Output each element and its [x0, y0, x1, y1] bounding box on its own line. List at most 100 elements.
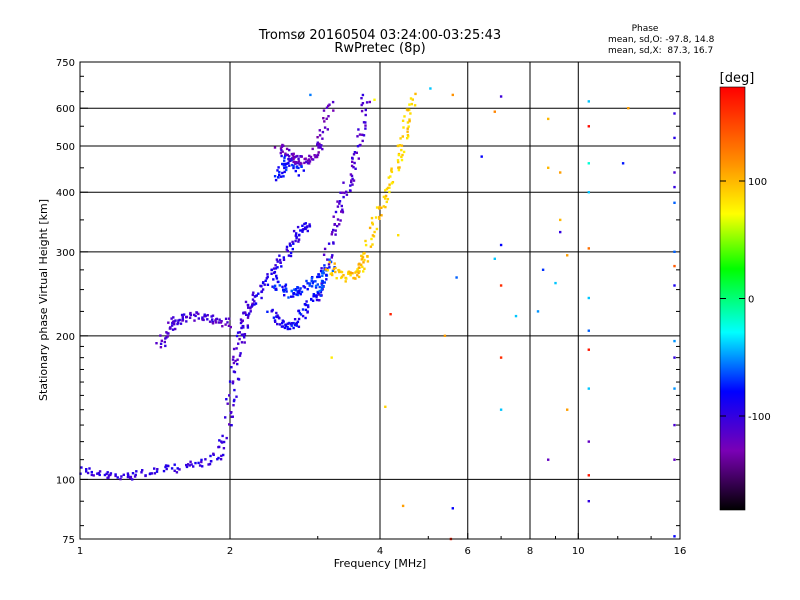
- data-point: [336, 218, 340, 221]
- data-point: [160, 339, 163, 342]
- data-point: [120, 475, 123, 478]
- data-point: [297, 240, 300, 243]
- data-point: [266, 273, 269, 276]
- data-point: [374, 216, 378, 219]
- data-point: [384, 189, 387, 192]
- data-point: [299, 229, 302, 232]
- data-point: [343, 191, 346, 195]
- data-point: [385, 200, 388, 204]
- data-point: [410, 102, 413, 106]
- data-point: [355, 151, 358, 154]
- data-point: [328, 266, 331, 269]
- data-point: [336, 200, 339, 203]
- data-point: [299, 313, 303, 316]
- data-point: [306, 288, 309, 291]
- data-point: [316, 275, 319, 279]
- data-point: [390, 170, 394, 174]
- data-point: [177, 319, 180, 322]
- data-point: [312, 295, 315, 298]
- data-point: [278, 323, 282, 326]
- data-point: [303, 286, 307, 289]
- data-point: [322, 117, 325, 120]
- data-point: [499, 284, 503, 287]
- data-point: [325, 273, 328, 277]
- data-point: [301, 230, 304, 233]
- data-point: [673, 339, 676, 343]
- data-point: [408, 103, 411, 106]
- data-point: [314, 284, 318, 288]
- data-point: [156, 468, 159, 471]
- data-point: [301, 308, 305, 311]
- data-point: [303, 161, 306, 165]
- data-point: [336, 224, 339, 228]
- data-point: [364, 108, 367, 112]
- data-point: [232, 355, 235, 359]
- data-point: [281, 150, 284, 153]
- data-point: [289, 251, 293, 255]
- data-point: [242, 324, 245, 328]
- data-point: [280, 265, 283, 268]
- data-point: [208, 320, 212, 323]
- data-point: [368, 226, 372, 230]
- data-point: [296, 320, 300, 323]
- data-point: [126, 472, 130, 475]
- data-point: [243, 336, 246, 339]
- data-point: [317, 151, 320, 154]
- data-point: [328, 103, 331, 106]
- data-point: [340, 270, 344, 274]
- data-point: [166, 464, 169, 468]
- data-point: [220, 454, 223, 458]
- data-point: [364, 127, 367, 130]
- data-point: [364, 243, 368, 247]
- x-tick-label: 10: [572, 546, 585, 557]
- data-point: [349, 173, 353, 176]
- data-point: [200, 458, 203, 462]
- data-point: [673, 284, 676, 287]
- data-points: [79, 87, 676, 541]
- data-point: [314, 155, 317, 159]
- data-point: [329, 272, 332, 276]
- data-point: [131, 478, 134, 481]
- data-point: [354, 271, 357, 274]
- data-point: [252, 291, 255, 294]
- data-point: [400, 144, 404, 147]
- data-point: [329, 260, 333, 263]
- data-point: [243, 341, 246, 344]
- data-point: [389, 175, 392, 178]
- data-point: [222, 453, 225, 457]
- data-point: [364, 121, 367, 124]
- data-point: [357, 263, 360, 266]
- data-point: [400, 158, 404, 162]
- data-point: [340, 275, 344, 278]
- data-point: [198, 464, 202, 467]
- data-point: [218, 439, 221, 442]
- data-point: [135, 470, 138, 473]
- data-point: [306, 304, 310, 307]
- data-point: [218, 445, 221, 449]
- data-point: [273, 284, 277, 287]
- data-point: [201, 316, 204, 319]
- data-point: [283, 326, 287, 330]
- data-point: [340, 191, 344, 194]
- data-point: [270, 310, 273, 313]
- data-point: [320, 283, 324, 287]
- data-point: [90, 470, 93, 474]
- data-point: [271, 285, 274, 288]
- data-point: [185, 465, 189, 469]
- data-point: [250, 305, 253, 308]
- data-point: [587, 100, 590, 103]
- data-point: [336, 205, 340, 208]
- y-tick-label: 600: [56, 104, 75, 115]
- data-point: [315, 294, 318, 297]
- data-point: [388, 186, 391, 189]
- data-point: [133, 475, 137, 478]
- data-point: [370, 237, 373, 241]
- data-point: [174, 327, 177, 331]
- data-point: [321, 130, 325, 134]
- data-point: [384, 405, 387, 408]
- data-point: [236, 362, 239, 366]
- data-point: [219, 321, 223, 324]
- data-point: [627, 107, 630, 110]
- data-point: [305, 160, 308, 163]
- data-point: [291, 240, 294, 244]
